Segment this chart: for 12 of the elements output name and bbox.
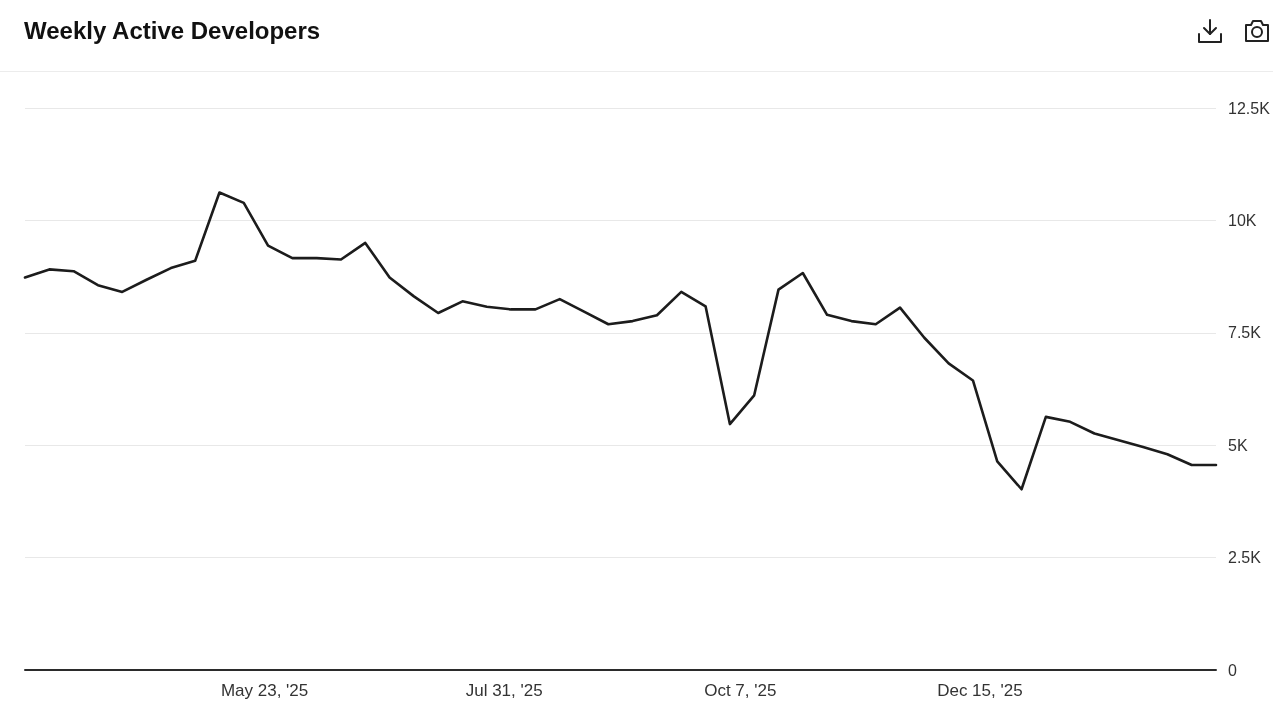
y-tick-label: 10K bbox=[1228, 211, 1257, 229]
line-series bbox=[23, 191, 1218, 491]
y-tick-label: 5K bbox=[1228, 436, 1248, 454]
y-tick-label: 7.5K bbox=[1228, 324, 1262, 342]
y-tick-label: 0 bbox=[1228, 661, 1237, 679]
y-tick-label: 2.5K bbox=[1228, 549, 1262, 567]
x-tick-label: Jul 31, '25 bbox=[465, 681, 543, 700]
x-tick-label: May 23, '25 bbox=[220, 681, 309, 700]
x-tick-label: Oct 7, '25 bbox=[704, 681, 777, 700]
chart-title: Weekly Active Developers bbox=[24, 16, 321, 44]
x-tick-label: Dec 15, '25 bbox=[937, 681, 1023, 700]
y-tick-label: 12.5K bbox=[1228, 99, 1271, 117]
